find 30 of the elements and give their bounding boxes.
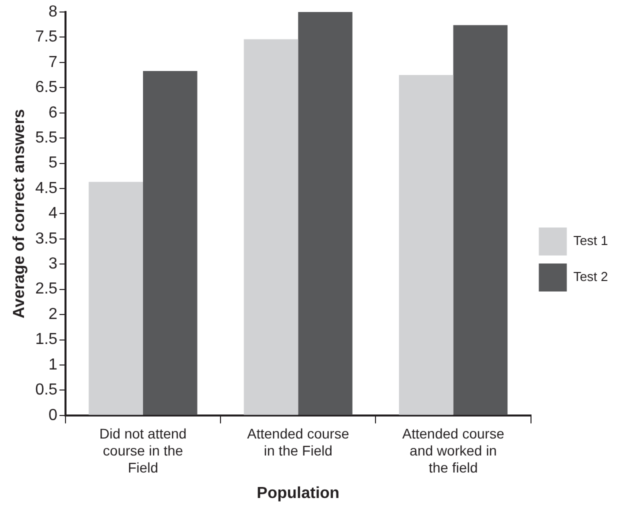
y-tick-label: 0.5 — [35, 382, 58, 399]
y-tick-label: 2.5 — [35, 280, 58, 298]
y-tick-label: 1.5 — [35, 331, 58, 348]
y-tick-label: 7.5 — [35, 28, 58, 46]
y-tick-label: 6.5 — [35, 79, 58, 96]
y-tick-label: 3.5 — [35, 230, 58, 248]
y-tick-label: 6 — [48, 104, 58, 122]
y-tick-label: 5 — [48, 154, 58, 172]
bar — [298, 12, 352, 415]
y-tick-label: 4 — [48, 205, 58, 222]
legend-label: Test 1 — [573, 233, 608, 248]
y-tick-label: 2 — [48, 306, 58, 323]
legend-label: Test 2 — [573, 269, 608, 284]
y-tick-label: 4.5 — [35, 180, 58, 197]
x-axis-title: Population — [256, 484, 340, 502]
y-tick-label: 5.5 — [35, 129, 58, 146]
y-tick-label: 0 — [48, 406, 58, 424]
x-tick-label: Attended course in the Field — [247, 426, 350, 458]
bar — [398, 75, 454, 415]
x-tick-label: Attended course and worked in the field — [402, 426, 504, 476]
x-tick-label: Did not attend course in the Field — [99, 426, 187, 476]
bar — [88, 182, 144, 415]
y-tick-label: 8 — [48, 3, 58, 20]
y-tick-label: 1 — [48, 356, 58, 374]
y-tick-label: 7 — [48, 54, 58, 71]
bar — [453, 25, 508, 415]
bar — [244, 39, 298, 415]
bar — [143, 70, 198, 415]
y-axis-title: Average of correct answers — [11, 108, 28, 318]
y-tick-label: 3 — [48, 256, 58, 273]
